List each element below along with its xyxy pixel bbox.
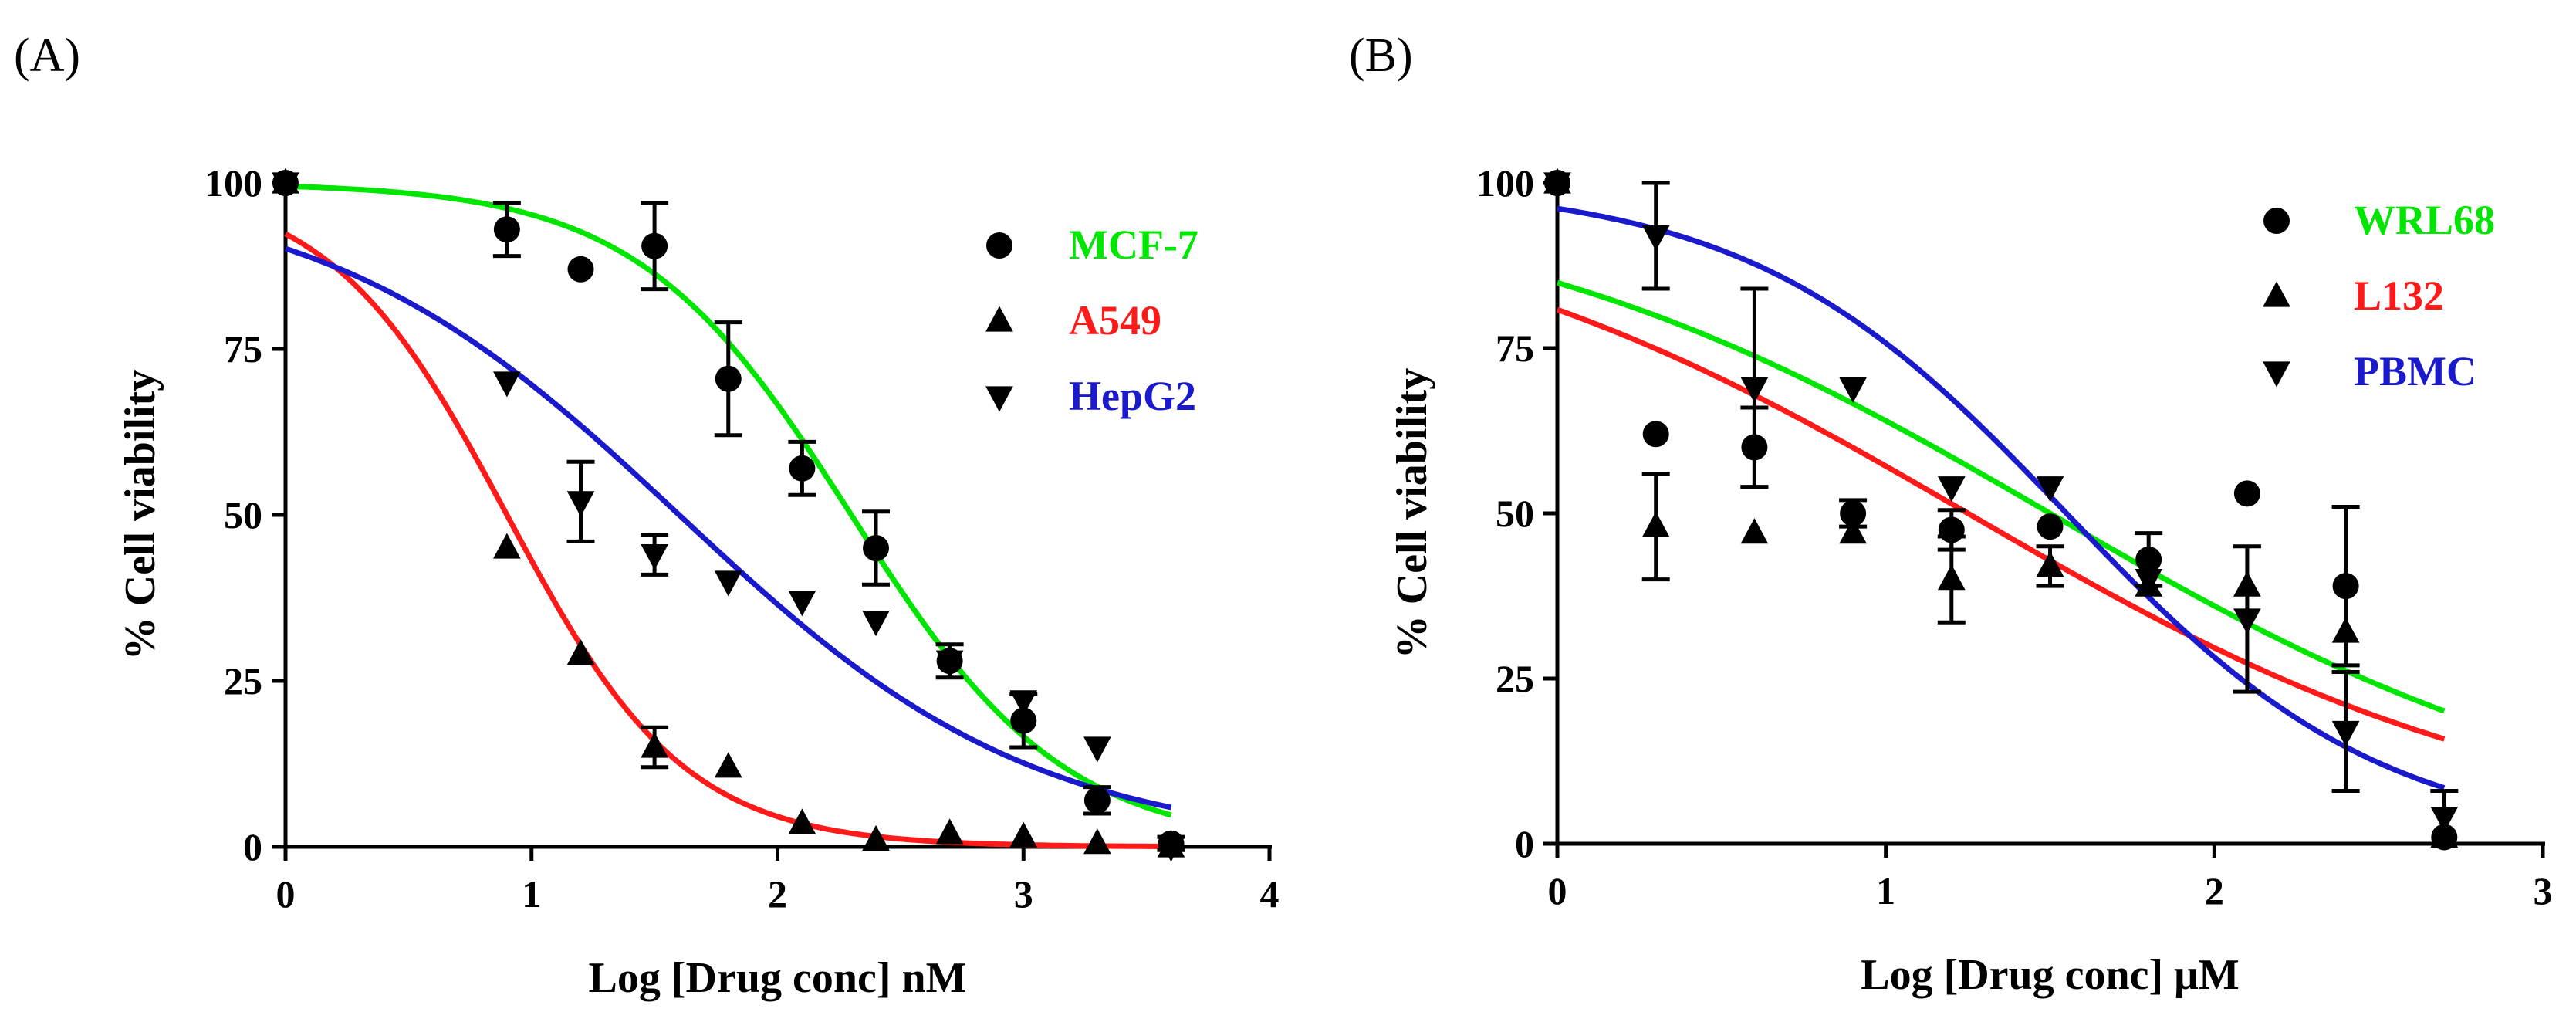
data-point-hepg2 [862,611,890,637]
data-point-hepg2 [935,650,964,676]
data-point-pbmc [2036,476,2064,503]
data-point-pbmc [2331,720,2360,747]
x-axis-label: Log [Drug conc] nM [589,954,967,1002]
legend-marker-pbmc [2263,361,2290,388]
data-point-mcf-7 [715,365,742,392]
data-point-pbmc [2430,807,2459,833]
data-point-mcf-7 [863,535,889,561]
legend-marker-hepg2 [985,386,1013,412]
data-point-hepg2 [1083,736,1111,763]
data-point-mcf-7 [567,256,594,283]
legend-marker-wrl68 [2263,208,2290,234]
x-tick-label: 3 [1014,872,1033,916]
panel-b-label: (B) [1349,29,1413,82]
data-point-l132 [1740,518,1769,544]
data-point-a549 [862,824,890,851]
y-axis-label: % Cell viability [1388,368,1436,658]
x-tick-label: 2 [768,872,787,916]
y-tick-label: 25 [1496,657,1534,700]
data-point-wrl68 [2233,480,2260,507]
fit-curve-pbmc [1557,205,2446,791]
data-point-hepg2 [493,371,521,398]
data-point-wrl68 [1840,500,1867,526]
x-tick-label: 1 [522,872,541,916]
data-point-wrl68 [2135,546,2162,573]
x-tick-label: 0 [1548,869,1567,912]
data-point-l132 [1641,511,1670,537]
y-tick-label: 0 [243,825,262,868]
data-point-mcf-7 [1083,787,1111,814]
panel-b: (B) 0 25 50 75 100 0 1 2 3 Log [Drug conc] μM % Ce… [1349,29,2553,999]
legend-label-l132: L132 [2354,272,2444,319]
data-point-wrl68 [2332,573,2359,600]
data-point-a549 [1009,821,1038,848]
data-point-pbmc [2135,569,2163,595]
legend-label-mcf-7: MCF-7 [1069,222,1198,268]
data-point-hepg2 [641,544,668,570]
data-point-hepg2 [1009,690,1038,716]
y-tick-label: 50 [224,493,262,537]
x-tick-label: 4 [1260,872,1280,916]
legend-label-wrl68: WRL68 [2354,197,2495,243]
data-point-hepg2 [788,591,816,617]
panel-a: (A) 0 25 50 75 100 0 1 2 3 4 Log [Drug conc] nM % C… [14,29,1280,1002]
data-point-pbmc [1543,172,1571,198]
x-tick-label: 3 [2534,869,2553,912]
data-point-hepg2 [566,491,595,517]
y-axis-label: % Cell viability [117,370,164,660]
data-point-a549 [1083,828,1111,855]
data-point-pbmc [1641,225,1670,252]
fit-curve-wrl68 [1556,279,2446,714]
fit-curve-l132 [1556,306,2446,742]
data-point-wrl68 [2037,513,2064,540]
data-point-mcf-7 [789,455,816,482]
data-point-l132 [2036,550,2064,577]
fit-curve-hepg2 [284,245,1172,811]
x-tick-label: 1 [1876,869,1895,912]
y-tick-label: 75 [1496,327,1534,370]
legend-label-pbmc: PBMC [2354,348,2476,394]
data-point-hepg2 [1157,836,1185,862]
x-tick-label: 0 [276,872,296,916]
legend-label-hepg2: HepG2 [1069,373,1196,419]
y-tick-label: 0 [1515,822,1534,865]
data-point-pbmc [1937,476,1966,503]
fit-curve-mcf-7 [285,183,1172,818]
y-tick-label: 100 [1476,161,1534,205]
y-tick-label: 100 [205,161,262,205]
data-point-pbmc [2233,608,2261,635]
x-tick-label: 2 [2205,869,2224,912]
data-point-a549 [935,818,964,845]
data-point-l132 [2331,617,2360,643]
data-point-hepg2 [272,172,299,198]
data-point-a549 [641,732,668,758]
legend-marker-a549 [985,306,1013,332]
data-point-pbmc [1839,377,1867,403]
data-point-pbmc [1740,377,1769,403]
legend-marker-mcf-7 [986,232,1012,259]
legend-label-a549: A549 [1069,297,1161,344]
data-point-hepg2 [714,570,742,597]
data-point-l132 [1937,564,1966,591]
panel-a-label: (A) [14,29,80,82]
data-point-a549 [566,639,595,665]
data-point-mcf-7 [493,216,520,243]
data-point-mcf-7 [1010,707,1037,734]
y-tick-label: 50 [1496,492,1534,535]
data-point-wrl68 [1642,421,1669,448]
data-point-a549 [714,752,742,778]
legend-marker-l132 [2263,281,2290,307]
data-point-a549 [493,533,521,559]
y-tick-label: 25 [224,659,262,702]
data-point-l132 [1839,518,1867,544]
data-point-a549 [788,808,816,834]
x-axis-label: Log [Drug conc] μM [1861,951,2240,999]
y-tick-label: 75 [224,327,262,371]
data-point-mcf-7 [641,232,668,259]
